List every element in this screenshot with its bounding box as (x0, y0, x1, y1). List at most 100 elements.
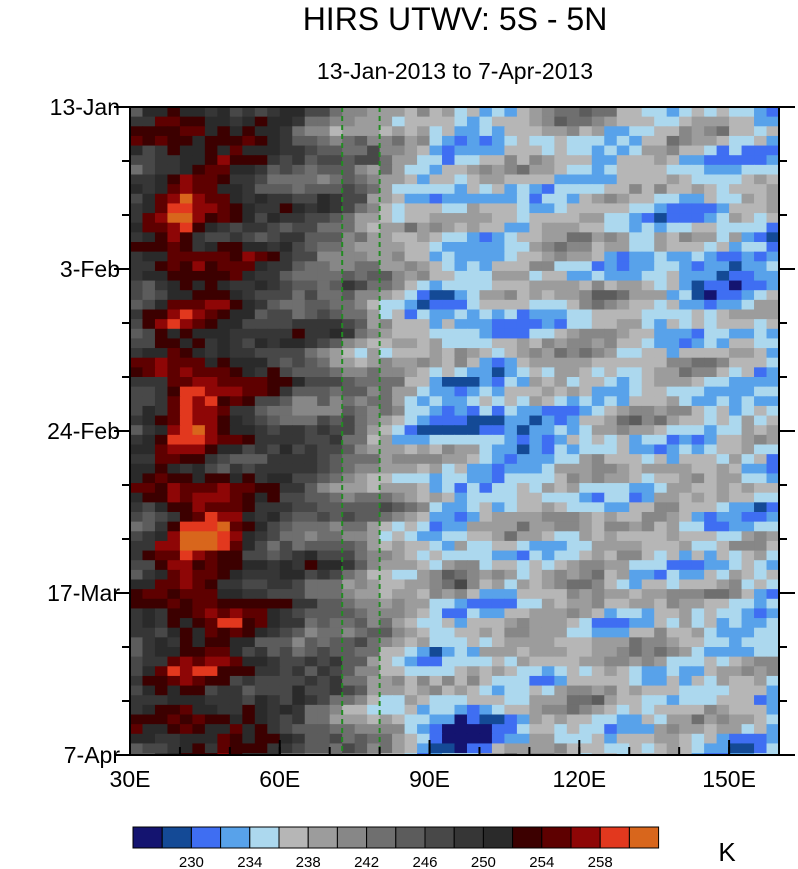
field-cell (754, 743, 768, 754)
field-cell (479, 126, 493, 137)
field-cell (491, 743, 506, 754)
field-cell (392, 357, 406, 368)
field-cell (679, 608, 693, 619)
field-cell (304, 531, 318, 542)
field-cell (292, 242, 306, 253)
field-cell (304, 618, 318, 629)
field-cell (379, 666, 393, 677)
field-cell (766, 338, 779, 349)
field-cell (454, 502, 468, 513)
field-cell (504, 637, 518, 648)
field-cell (716, 222, 730, 233)
field-cell (229, 184, 243, 195)
field-cell (616, 656, 630, 667)
field-cell (392, 270, 406, 282)
field-cell (254, 270, 268, 282)
field-cell (704, 618, 718, 629)
field-cell (229, 261, 243, 272)
field-cell (154, 434, 169, 446)
field-cell (654, 405, 668, 417)
field-cell (329, 540, 343, 552)
field-cell (167, 261, 181, 272)
field-cell (466, 444, 481, 455)
field-cell (179, 280, 193, 291)
field-cell (541, 338, 555, 349)
field-cell (130, 647, 144, 658)
field-cell (417, 280, 431, 291)
field-cell (304, 502, 318, 513)
field-cell (454, 415, 468, 426)
field-cell (167, 598, 181, 610)
field-cell (404, 299, 418, 311)
field-cell (442, 666, 456, 677)
field-cell (379, 290, 393, 301)
field-cell (516, 328, 530, 340)
field-cell (167, 357, 181, 368)
field-cell (317, 348, 331, 359)
field-cell (192, 637, 206, 648)
field-cell (691, 155, 705, 166)
field-cell (629, 598, 643, 610)
field-cell (442, 434, 456, 446)
field-cell (516, 415, 530, 426)
field-cell (417, 184, 431, 195)
field-cell (529, 598, 543, 610)
field-cell (729, 512, 743, 523)
field-cell (454, 203, 468, 214)
field-cell (491, 637, 506, 648)
field-cell (304, 550, 318, 561)
field-cell (754, 107, 768, 118)
field-cell (329, 637, 343, 648)
field-cell (379, 357, 393, 368)
field-cell (691, 454, 705, 465)
field-cell (641, 174, 655, 185)
field-cell (616, 483, 630, 494)
field-cell (629, 675, 643, 687)
field-cell (766, 425, 779, 436)
field-cell (754, 405, 768, 417)
field-cell (754, 242, 768, 253)
field-cell (192, 425, 206, 436)
field-cell (354, 704, 368, 716)
field-cell (130, 184, 144, 195)
field-cell (192, 512, 206, 523)
field-cell (317, 222, 331, 233)
field-cell (754, 222, 768, 233)
field-cell (566, 126, 580, 137)
field-cell (566, 434, 580, 446)
field-cell (554, 415, 568, 426)
x-axis: 30E 60E 90E 120E 150E (110, 740, 780, 792)
field-cell (679, 357, 693, 368)
field-cell (554, 425, 568, 436)
field-cell (766, 531, 779, 542)
field-cell (616, 463, 630, 475)
field-cell (554, 695, 568, 706)
field-cell (292, 126, 306, 137)
field-cell (392, 733, 406, 745)
field-cell (279, 242, 293, 253)
field-cell (379, 733, 393, 745)
field-cell (379, 540, 393, 552)
field-cell (192, 656, 206, 667)
field-cell (579, 695, 593, 706)
field-cell (192, 560, 206, 571)
field-cell (304, 203, 318, 214)
field-cell (741, 203, 755, 214)
field-cell (741, 492, 755, 503)
field-cell (504, 348, 518, 359)
field-cell (379, 454, 393, 465)
field-cell (154, 242, 169, 253)
field-cell (204, 598, 218, 610)
field-cell (766, 579, 779, 590)
field-cell (454, 627, 468, 638)
field-cell (579, 251, 593, 262)
field-cell (479, 434, 493, 446)
field-cell (167, 213, 181, 224)
field-cell (666, 116, 680, 127)
field-cell (429, 367, 443, 378)
field-cell (454, 550, 468, 561)
field-cell (229, 193, 243, 205)
field-cell (354, 724, 368, 735)
field-cell (304, 463, 318, 475)
field-cell (379, 126, 393, 137)
